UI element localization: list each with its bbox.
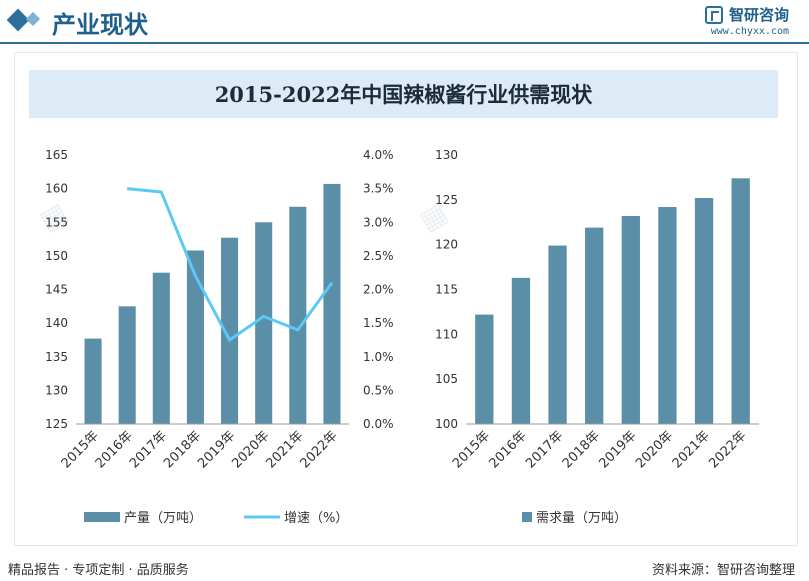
bar [731,178,750,424]
y2-tick-label: 1.5% [363,316,394,330]
x-tick-label: 2018年 [161,428,204,471]
brand-url: www.chyxx.com [710,26,789,37]
bar [585,227,604,424]
x-tick-label: 2017年 [127,428,170,471]
legend-swatch [84,512,120,522]
footer-source: 资料来源：智研咨询整理 [651,563,795,578]
y2-tick-label: 2.5% [363,249,394,263]
y-tick-label: 120 [435,238,458,252]
bar [221,237,239,424]
bar [548,245,567,424]
x-tick-label: 2021年 [670,428,713,471]
bar [475,314,494,424]
diamond-small-icon [25,11,41,27]
bar [694,198,714,424]
header-divider [0,42,809,44]
legend-label: 产量（万吨） [124,511,202,526]
y2-tick-label: 2.0% [363,283,394,297]
growth-line [127,187,334,343]
bar [323,183,341,424]
y-tick-label: 160 [45,182,68,196]
y2-tick-label: 1.0% [363,350,394,364]
bar [511,277,531,424]
brand: 智研咨询 [704,4,789,25]
x-tick-label: 2019年 [195,428,238,471]
y-tick-label: 110 [435,327,458,341]
footer-slogan: 精品报告 · 专项定制 · 品质服务 [8,563,189,578]
y2-tick-label: 3.0% [363,215,394,229]
bar [118,306,136,424]
bar [186,250,204,424]
y-tick-label: 140 [45,316,68,330]
legend-label: 需求量（万吨） [536,511,627,526]
bar [84,338,102,424]
bar [152,272,170,424]
legend-label: 增速（%） [284,511,348,526]
y-tick-label: 145 [45,283,68,297]
page-footer: 精品报告 · 专项定制 · 品质服务 资料来源：智研咨询整理 [0,556,809,581]
bar [621,215,640,424]
page-header: 产业现状 智研咨询 www.chyxx.com [0,0,809,44]
x-tick-label: 2018年 [560,428,603,471]
x-tick-label: 2016年 [487,428,530,471]
y-tick-label: 165 [45,148,68,162]
legend-swatch [522,512,532,522]
chart-supply: 125 130 135 140 145 150 155 160 165 0.0% 0.5% 1.0% 1… [45,148,394,526]
brand-logo-icon [704,5,723,24]
y-tick-label: 130 [435,148,458,162]
x-tick-label: 2015年 [59,428,102,471]
bar [255,222,273,424]
chart-title: 2015-2022年中国辣椒酱行业供需现状 [214,82,593,107]
x-tick-label: 2022年 [706,428,749,471]
y-tick-label: 125 [435,193,458,207]
chart-demand: 100 105 110 115 120 125 130 2015年2016年2017年2018… [435,148,759,526]
diamond-icon [6,8,30,32]
y2-tick-label: 0.5% [363,383,394,397]
y2-tick-label: 3.5% [363,182,394,196]
y2-tick-label: 4.0% [363,148,394,162]
y-tick-label: 125 [45,417,68,431]
chart-title-bar: 2015-2022年中国辣椒酱行业供需现状 [29,70,778,118]
y-tick-label: 155 [45,215,68,229]
x-tick-label: 2016年 [93,428,136,471]
x-tick-label: 2017年 [523,428,566,471]
x-tick-label: 2021年 [263,428,306,471]
y-tick-label: 105 [435,372,458,386]
x-tick-label: 2015年 [450,428,493,471]
brand-name: 智研咨询 [728,6,789,24]
y2-tick-label: 0.0% [363,417,394,431]
bar [289,206,307,424]
x-tick-label: 2020年 [229,428,272,471]
y-tick-label: 150 [45,249,68,263]
bar [658,207,677,424]
x-tick-label: 2022年 [298,428,341,471]
y-tick-label: 130 [45,383,68,397]
x-tick-label: 2019年 [596,428,639,471]
section-title: 产业现状 [52,11,148,39]
y-tick-label: 115 [435,283,458,297]
x-tick-label: 2020年 [633,428,676,471]
y-tick-label: 135 [45,350,68,364]
y-tick-label: 100 [435,417,458,431]
